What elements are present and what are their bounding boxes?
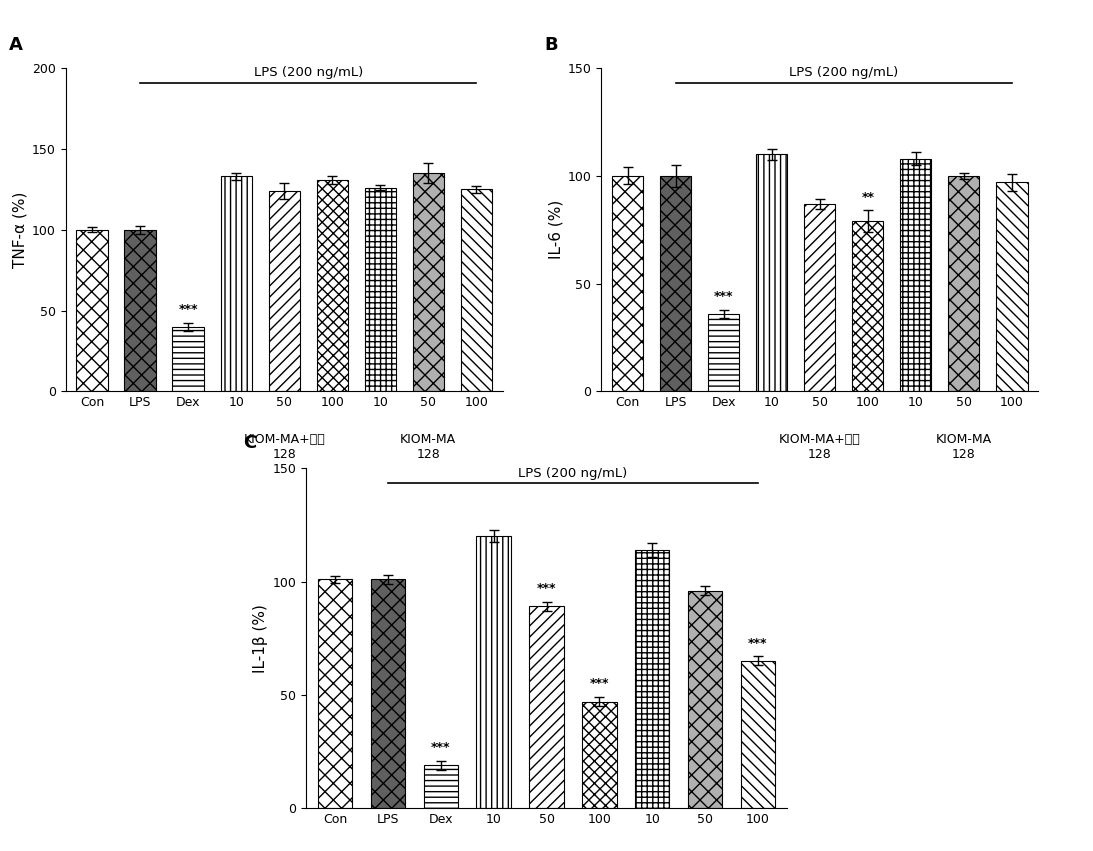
Bar: [708, 314, 739, 391]
Bar: [413, 174, 444, 391]
Text: ***: ***: [537, 582, 556, 595]
Text: A: A: [9, 36, 23, 54]
Bar: [529, 607, 564, 808]
Bar: [269, 191, 299, 391]
Bar: [371, 580, 406, 808]
Text: KIOM-MA+황금
128: KIOM-MA+황금 128: [779, 433, 860, 461]
Text: LPS (200 ng/mL): LPS (200 ng/mL): [518, 467, 627, 480]
Bar: [461, 190, 492, 391]
Bar: [173, 327, 203, 391]
Bar: [997, 182, 1027, 391]
Text: ***: ***: [431, 741, 450, 754]
Text: KIOM-MA
128: KIOM-MA 128: [400, 433, 457, 461]
Bar: [635, 550, 669, 808]
Y-axis label: TNF-α (%): TNF-α (%): [13, 191, 27, 268]
Bar: [317, 180, 348, 391]
Text: ***: ***: [748, 637, 767, 649]
Bar: [853, 221, 883, 391]
Bar: [612, 176, 643, 391]
Text: ***: ***: [589, 677, 609, 690]
Bar: [687, 591, 722, 808]
Text: **: **: [861, 191, 874, 204]
Text: LPS (200 ng/mL): LPS (200 ng/mL): [789, 66, 898, 79]
Text: ***: ***: [178, 303, 198, 317]
Text: C: C: [244, 434, 257, 452]
Bar: [77, 230, 107, 391]
Bar: [901, 158, 931, 391]
Text: KIOM-MA+황금
128: KIOM-MA+황금 128: [244, 433, 325, 461]
Bar: [583, 702, 616, 808]
Bar: [318, 580, 352, 808]
Bar: [804, 204, 835, 391]
Bar: [756, 154, 787, 391]
Y-axis label: IL-6 (%): IL-6 (%): [549, 200, 563, 260]
Text: ***: ***: [714, 290, 733, 303]
Bar: [221, 176, 251, 391]
Text: LPS (200 ng/mL): LPS (200 ng/mL): [254, 66, 363, 79]
Bar: [125, 230, 155, 391]
Bar: [365, 188, 396, 391]
Y-axis label: IL-1β (%): IL-1β (%): [254, 604, 268, 672]
Bar: [477, 536, 510, 808]
Bar: [949, 176, 979, 391]
Text: B: B: [544, 36, 557, 54]
Bar: [424, 765, 458, 808]
Bar: [741, 661, 775, 808]
Text: KIOM-MA
128: KIOM-MA 128: [936, 433, 992, 461]
Bar: [660, 176, 691, 391]
